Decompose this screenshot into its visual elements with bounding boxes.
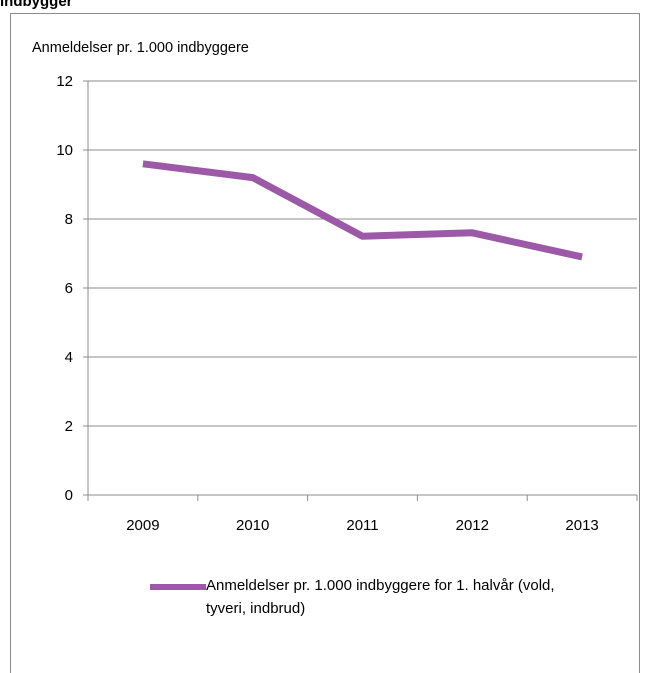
y-tick-label: 12 [56,73,73,90]
x-tick-label: 2013 [565,517,598,534]
legend-swatch [150,584,206,590]
y-tick-label: 4 [65,349,73,366]
x-tick-label: 2011 [346,517,378,534]
y-axis-title: Anmeldelser pr. 1.000 indbyggere [32,40,249,56]
x-tick-label: 2009 [126,517,159,534]
x-tick-label: 2012 [456,517,489,534]
series-line [143,164,582,257]
axes [83,81,637,501]
series-lines [143,164,582,257]
x-tick-labels: 2009 2010 2011 2012 2013 [126,517,599,534]
y-tick-label: 10 [56,142,73,159]
y-tick-label: 2 [65,418,73,435]
legend-label: Anmeldelser pr. 1.000 indbyggere for 1. … [206,574,590,620]
y-tick-label: 8 [65,211,73,228]
y-tick-label: 0 [65,487,73,504]
x-tick-label: 2010 [236,517,269,534]
y-tick-label: 6 [65,280,73,297]
y-tick-labels: 0 2 4 6 8 10 12 [56,73,73,504]
line-chart: 0 2 4 6 8 10 12 2009 2010 2011 2012 2013 Anmeldels… [0,0,649,657]
legend: Anmeldelser pr. 1.000 indbyggere for 1. … [150,577,590,620]
